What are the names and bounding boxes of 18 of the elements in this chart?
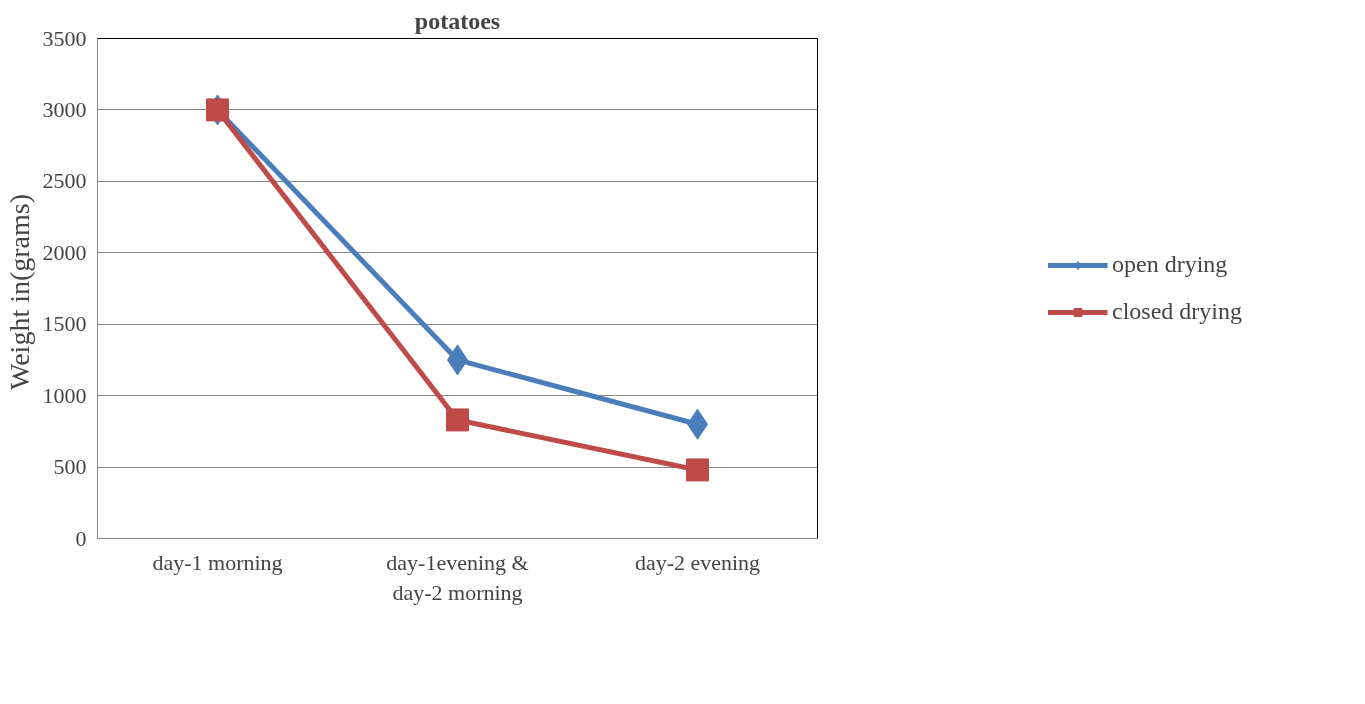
- chart-title: potatoes: [414, 7, 501, 34]
- point: [686, 458, 709, 482]
- y-tick-label: 0: [75, 525, 87, 551]
- y-tick-label: 1000: [42, 382, 87, 408]
- x-tick-label: day-1 morning: [152, 549, 283, 575]
- y-tick-label: 3000: [42, 96, 87, 122]
- y-axis-title: Weight in(grams): [3, 193, 35, 391]
- y-tick-label: 500: [53, 454, 87, 480]
- y-tick-label: 2000: [42, 239, 87, 265]
- legend-label: open drying: [1112, 251, 1228, 278]
- legend-label: closed drying: [1112, 298, 1242, 325]
- x-tick-label: day-1evening & day-2 morning: [386, 549, 529, 605]
- x-tick-label: day-2 evening: [634, 549, 761, 575]
- y-tick-label: 1500: [42, 311, 87, 337]
- y-tick-label: 2500: [42, 168, 87, 194]
- point: [446, 408, 469, 432]
- y-tick-label: 3500: [42, 25, 87, 51]
- point: [206, 98, 229, 122]
